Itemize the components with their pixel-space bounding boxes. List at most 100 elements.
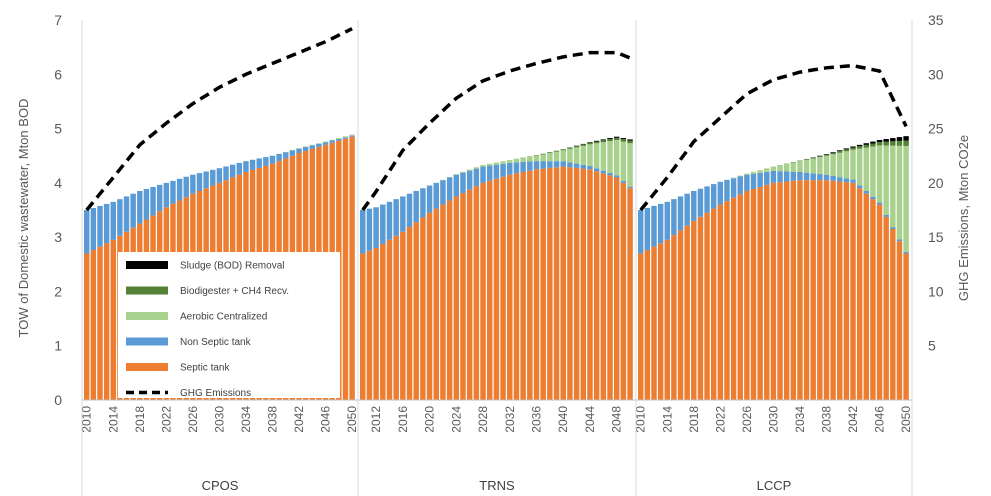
bar-biodigester bbox=[803, 159, 810, 160]
x-tick-label: 2010 bbox=[634, 406, 648, 433]
bar-sludge bbox=[890, 138, 896, 142]
bar-septic bbox=[697, 216, 704, 400]
bar-septic bbox=[837, 181, 843, 400]
bar-non_septic bbox=[777, 171, 783, 183]
bar-biodigester bbox=[600, 140, 607, 143]
legend-swatch-non_septic bbox=[126, 337, 168, 346]
x-tick-label: 2010 bbox=[80, 406, 94, 433]
bar-non_septic bbox=[697, 188, 704, 217]
bar-septic bbox=[757, 186, 763, 400]
bar-septic bbox=[373, 248, 379, 400]
bar-septic bbox=[810, 180, 816, 400]
bar-non_septic bbox=[366, 208, 373, 251]
bar-non_septic bbox=[473, 168, 480, 187]
bar-non_septic bbox=[527, 161, 533, 171]
x-tick-label: 2038 bbox=[266, 406, 280, 433]
bar-aerobic bbox=[850, 149, 856, 180]
bar-non_septic bbox=[587, 166, 593, 170]
bar-aerobic bbox=[513, 158, 520, 163]
bar-septic bbox=[520, 172, 526, 400]
x-tick-label: 2030 bbox=[212, 406, 226, 433]
bar-septic bbox=[627, 188, 633, 400]
bar-septic bbox=[386, 239, 393, 400]
bar-non_septic bbox=[797, 172, 803, 181]
bar-septic bbox=[97, 246, 103, 400]
bar-septic bbox=[567, 167, 573, 400]
bar-sludge bbox=[883, 139, 889, 142]
bar-aerobic bbox=[896, 145, 903, 240]
bar-sludge bbox=[823, 154, 830, 155]
bar-non_septic bbox=[380, 204, 386, 244]
x-tick-label: 2022 bbox=[713, 406, 727, 433]
bar-non_septic bbox=[730, 178, 737, 198]
bar-septic bbox=[677, 230, 684, 400]
bar-septic bbox=[553, 167, 560, 400]
bar-non_septic bbox=[567, 162, 573, 168]
x-tick-label: 2040 bbox=[556, 406, 570, 433]
bar-sludge bbox=[870, 141, 876, 144]
x-tick-label: 2014 bbox=[106, 406, 120, 433]
bar-aerobic bbox=[810, 158, 816, 174]
bar-sludge bbox=[896, 137, 903, 141]
bar-non_septic bbox=[750, 173, 757, 189]
bar-aerobic bbox=[750, 171, 757, 174]
bar-septic bbox=[797, 180, 803, 400]
bar-aerobic bbox=[553, 151, 560, 162]
x-tick-label: 2020 bbox=[423, 406, 437, 433]
bar-aerobic bbox=[730, 177, 737, 179]
bar-septic bbox=[342, 138, 349, 400]
bar-septic bbox=[90, 250, 97, 400]
bar-non_septic bbox=[817, 174, 823, 181]
bar-aerobic bbox=[466, 169, 473, 171]
bar-non_septic bbox=[803, 172, 810, 181]
bar-septic bbox=[870, 199, 876, 400]
axes-layer: 2010 2014 2018 2022 2026 2030 2034 2038 2042 2046… bbox=[54, 12, 944, 496]
bar-non_septic bbox=[236, 162, 243, 175]
bar-non_septic bbox=[329, 140, 335, 143]
bar-biodigester bbox=[823, 154, 830, 156]
bar-septic bbox=[856, 188, 863, 400]
bar-aerobic bbox=[460, 171, 466, 173]
bar-non_septic bbox=[256, 158, 262, 168]
bar-septic bbox=[704, 212, 710, 400]
bar-non_septic bbox=[547, 161, 553, 168]
bar-aerobic bbox=[500, 161, 506, 164]
bar-aerobic bbox=[527, 156, 533, 162]
bar-aerobic bbox=[843, 151, 850, 179]
bar-biodigester bbox=[797, 160, 803, 162]
bar-sludge bbox=[843, 148, 850, 150]
bar-septic bbox=[744, 191, 750, 400]
bar-sludge bbox=[876, 139, 883, 143]
bar-non_septic bbox=[156, 184, 163, 212]
bar-biodigester bbox=[903, 140, 909, 146]
ghg-line-cpos bbox=[85, 27, 353, 212]
bar-non_septic bbox=[123, 196, 130, 232]
x-tick-label: 2046 bbox=[319, 406, 333, 433]
bar-non_septic bbox=[783, 171, 790, 182]
bar-septic bbox=[671, 235, 677, 400]
bar-non_septic bbox=[150, 186, 156, 216]
bar-non_septic bbox=[196, 173, 203, 191]
bar-non_septic bbox=[453, 174, 460, 197]
bar-biodigester bbox=[876, 142, 883, 146]
bar-non_septic bbox=[183, 176, 189, 198]
bar-aerobic bbox=[316, 143, 322, 144]
bar-sludge bbox=[830, 152, 836, 153]
bar-non_septic bbox=[724, 180, 730, 202]
bar-non_septic bbox=[664, 201, 670, 240]
bar-septic bbox=[593, 171, 600, 400]
bar-septic bbox=[890, 229, 896, 400]
x-tick-label: 2048 bbox=[610, 406, 624, 433]
bar-non_septic bbox=[289, 150, 296, 156]
legend-box bbox=[118, 252, 340, 398]
legend-label-septic: Septic tank bbox=[180, 363, 230, 374]
bar-non_septic bbox=[269, 155, 276, 164]
bar-septic bbox=[453, 196, 460, 400]
bar-non_septic bbox=[117, 199, 123, 236]
bar-septic bbox=[507, 174, 513, 400]
bar-non_septic bbox=[870, 196, 876, 200]
bar-septic bbox=[737, 194, 743, 400]
bar-septic bbox=[560, 166, 566, 400]
bar-non_septic bbox=[493, 164, 500, 179]
bar-biodigester bbox=[540, 153, 546, 155]
